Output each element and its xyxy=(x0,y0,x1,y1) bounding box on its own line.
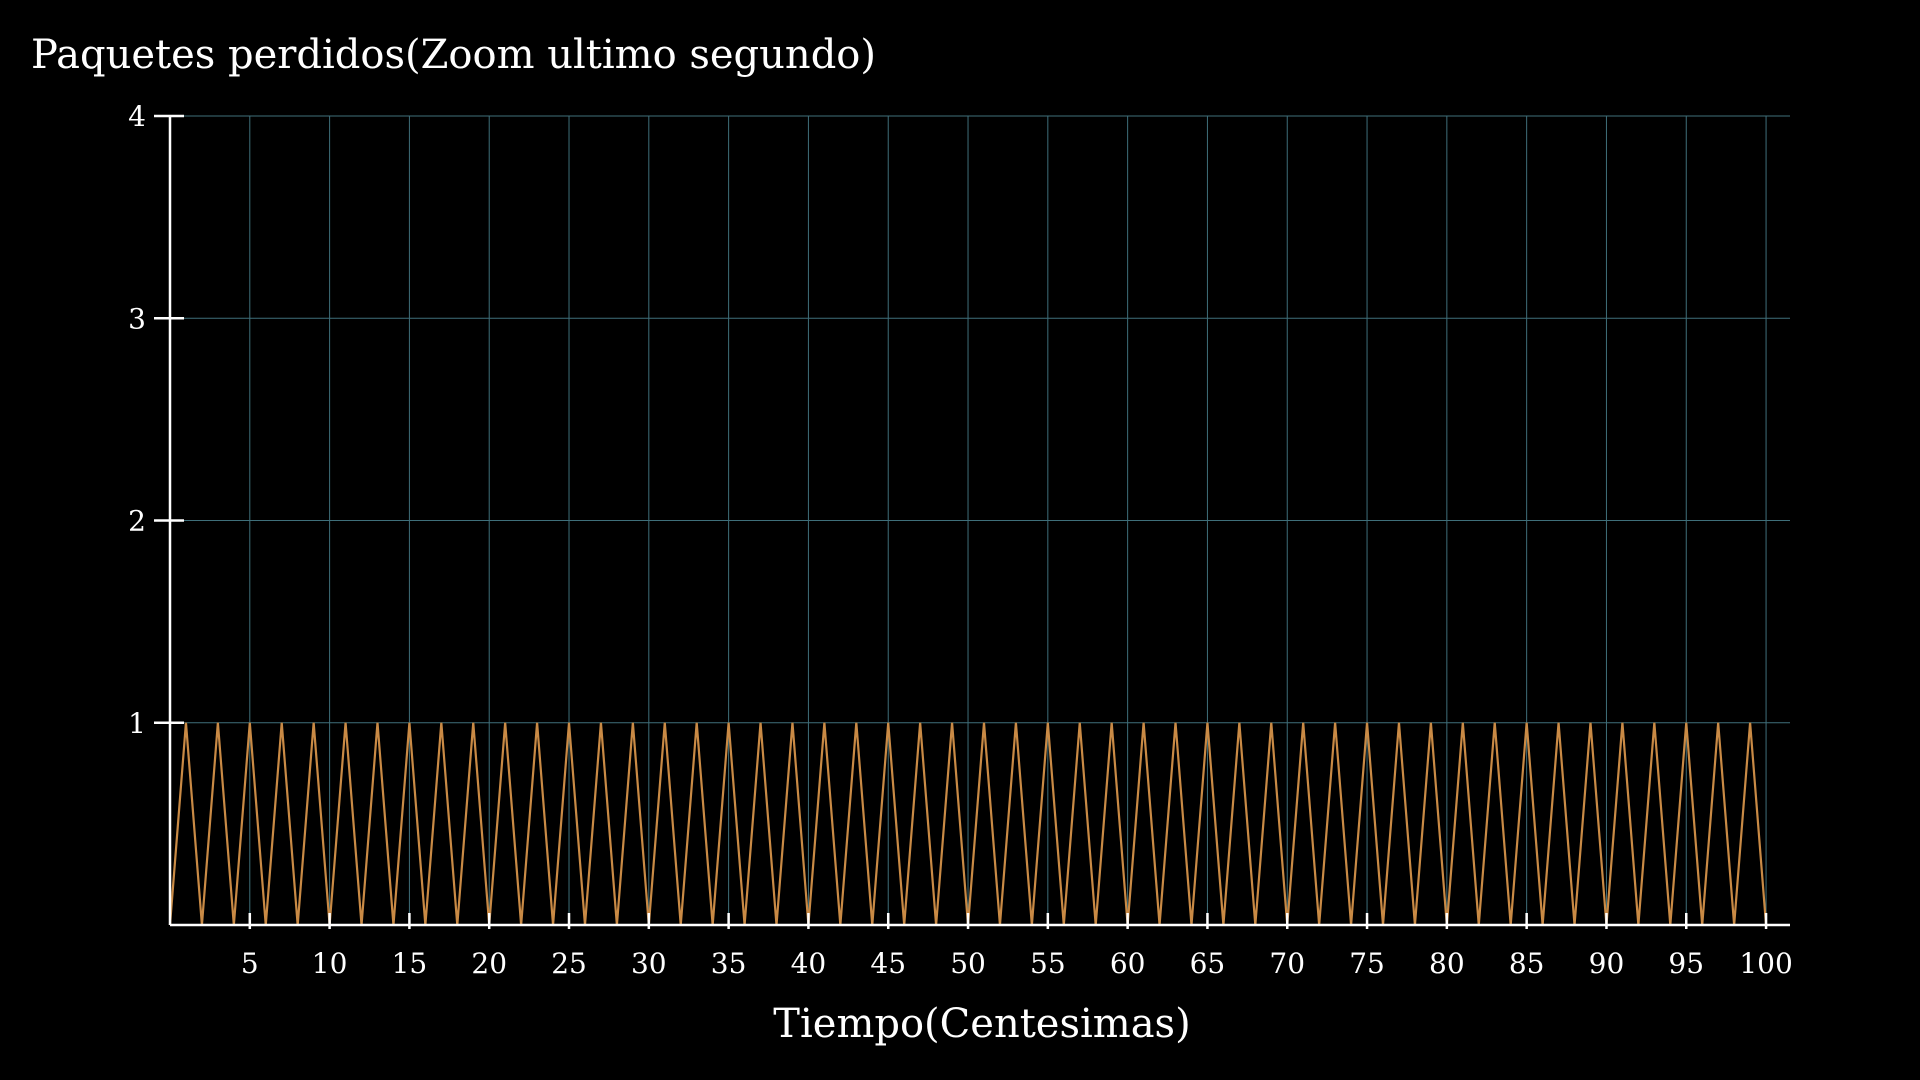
axes xyxy=(154,114,1790,929)
x-tick-label: 80 xyxy=(1429,947,1465,980)
chart-title: Paquetes perdidos(Zoom ultimo segundo) xyxy=(31,32,876,78)
x-tick-label: 55 xyxy=(1030,947,1066,980)
y-tick-label: 2 xyxy=(128,505,146,538)
x-tick-label: 65 xyxy=(1190,947,1226,980)
x-tick-label: 20 xyxy=(471,947,507,980)
y-tick-label: 4 xyxy=(128,100,146,133)
x-tick-label: 60 xyxy=(1110,947,1146,980)
x-tick-label: 85 xyxy=(1509,947,1545,980)
x-tick-label: 45 xyxy=(870,947,906,980)
x-tick-label: 90 xyxy=(1589,947,1625,980)
x-tick-label: 25 xyxy=(551,947,587,980)
x-tick-label: 75 xyxy=(1349,947,1385,980)
x-tick-label: 30 xyxy=(631,947,667,980)
x-tick-label: 50 xyxy=(950,947,986,980)
tick-labels: 5 10 15 20 25 30 35 40 45 50 55 60 65 70 75 80 85 90 95 100… xyxy=(128,100,1793,980)
x-tick-label: 35 xyxy=(711,947,747,980)
y-tick-label: 3 xyxy=(128,302,146,335)
x-axis-label: Tiempo(Centesimas) xyxy=(773,1001,1190,1047)
grid xyxy=(170,115,1790,925)
x-tick-label: 95 xyxy=(1668,947,1704,980)
x-tick-label: 5 xyxy=(241,947,259,980)
x-tick-label: 100 xyxy=(1739,947,1792,980)
x-tick-label: 70 xyxy=(1269,947,1305,980)
x-tick-label: 15 xyxy=(392,947,428,980)
x-tick-label: 40 xyxy=(791,947,827,980)
y-tick-label: 1 xyxy=(128,707,146,740)
x-tick-label: 10 xyxy=(312,947,348,980)
